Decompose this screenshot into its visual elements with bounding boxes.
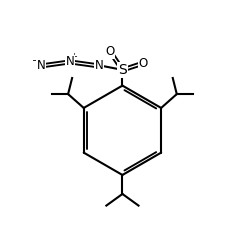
Text: N: N	[37, 59, 45, 72]
Text: +: +	[71, 52, 77, 61]
Text: S: S	[118, 63, 127, 77]
Text: N: N	[66, 55, 74, 68]
Text: N: N	[95, 59, 103, 72]
Text: −: −	[32, 56, 40, 66]
Text: O: O	[106, 45, 115, 58]
Text: O: O	[138, 57, 148, 70]
